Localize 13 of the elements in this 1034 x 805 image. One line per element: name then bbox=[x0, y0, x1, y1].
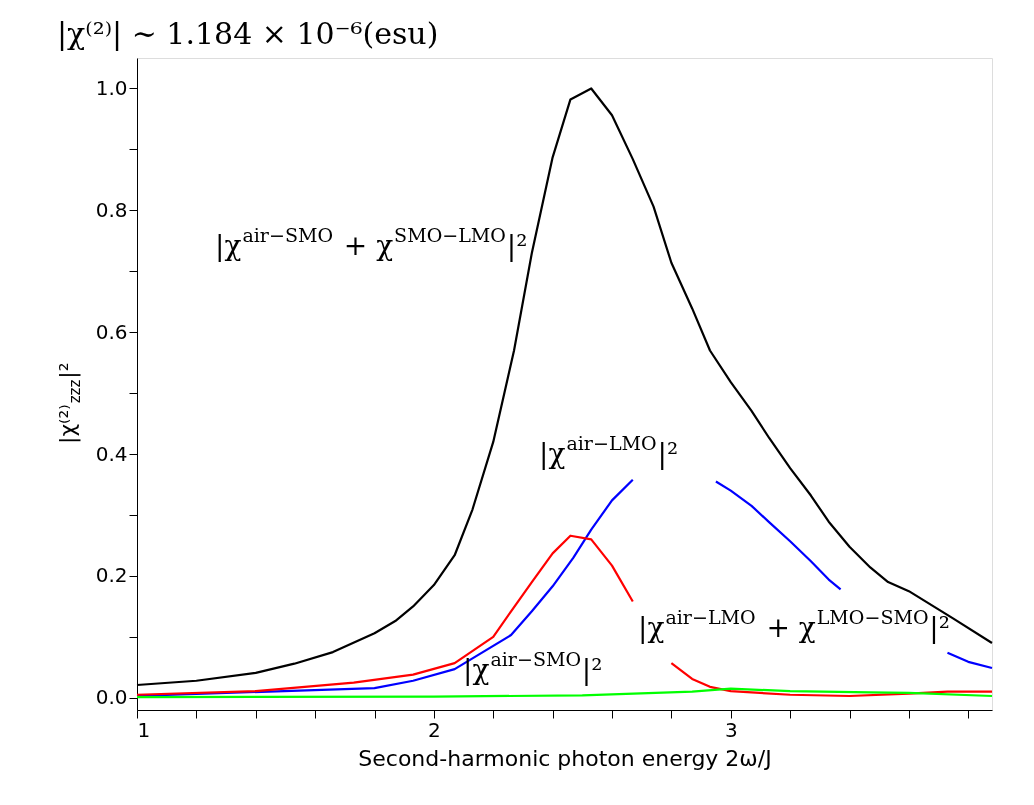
x-tick-label: 1 bbox=[137, 717, 151, 742]
chart-title: |χ⁽²⁾| ∼ 1.184 × 10⁻⁶(esu) bbox=[57, 16, 439, 51]
y-tick-label: 0.0 bbox=[95, 685, 128, 710]
y-tick-label: 0.6 bbox=[95, 319, 128, 344]
line-series bbox=[135, 687, 994, 699]
y-tick-label: 0.2 bbox=[95, 563, 128, 588]
y-tick-label: 1.0 bbox=[95, 75, 128, 100]
x-axis-title: Second-harmonic photon energy 2ω/J bbox=[358, 745, 772, 771]
y-tick-label: 0.4 bbox=[95, 441, 128, 466]
y-tick-label: 0.8 bbox=[95, 197, 128, 222]
y-axis-title: |χ⁽²⁾zzz|² bbox=[55, 362, 84, 444]
x-tick-label: 3 bbox=[724, 717, 738, 742]
x-tick-label: 2 bbox=[428, 717, 441, 742]
